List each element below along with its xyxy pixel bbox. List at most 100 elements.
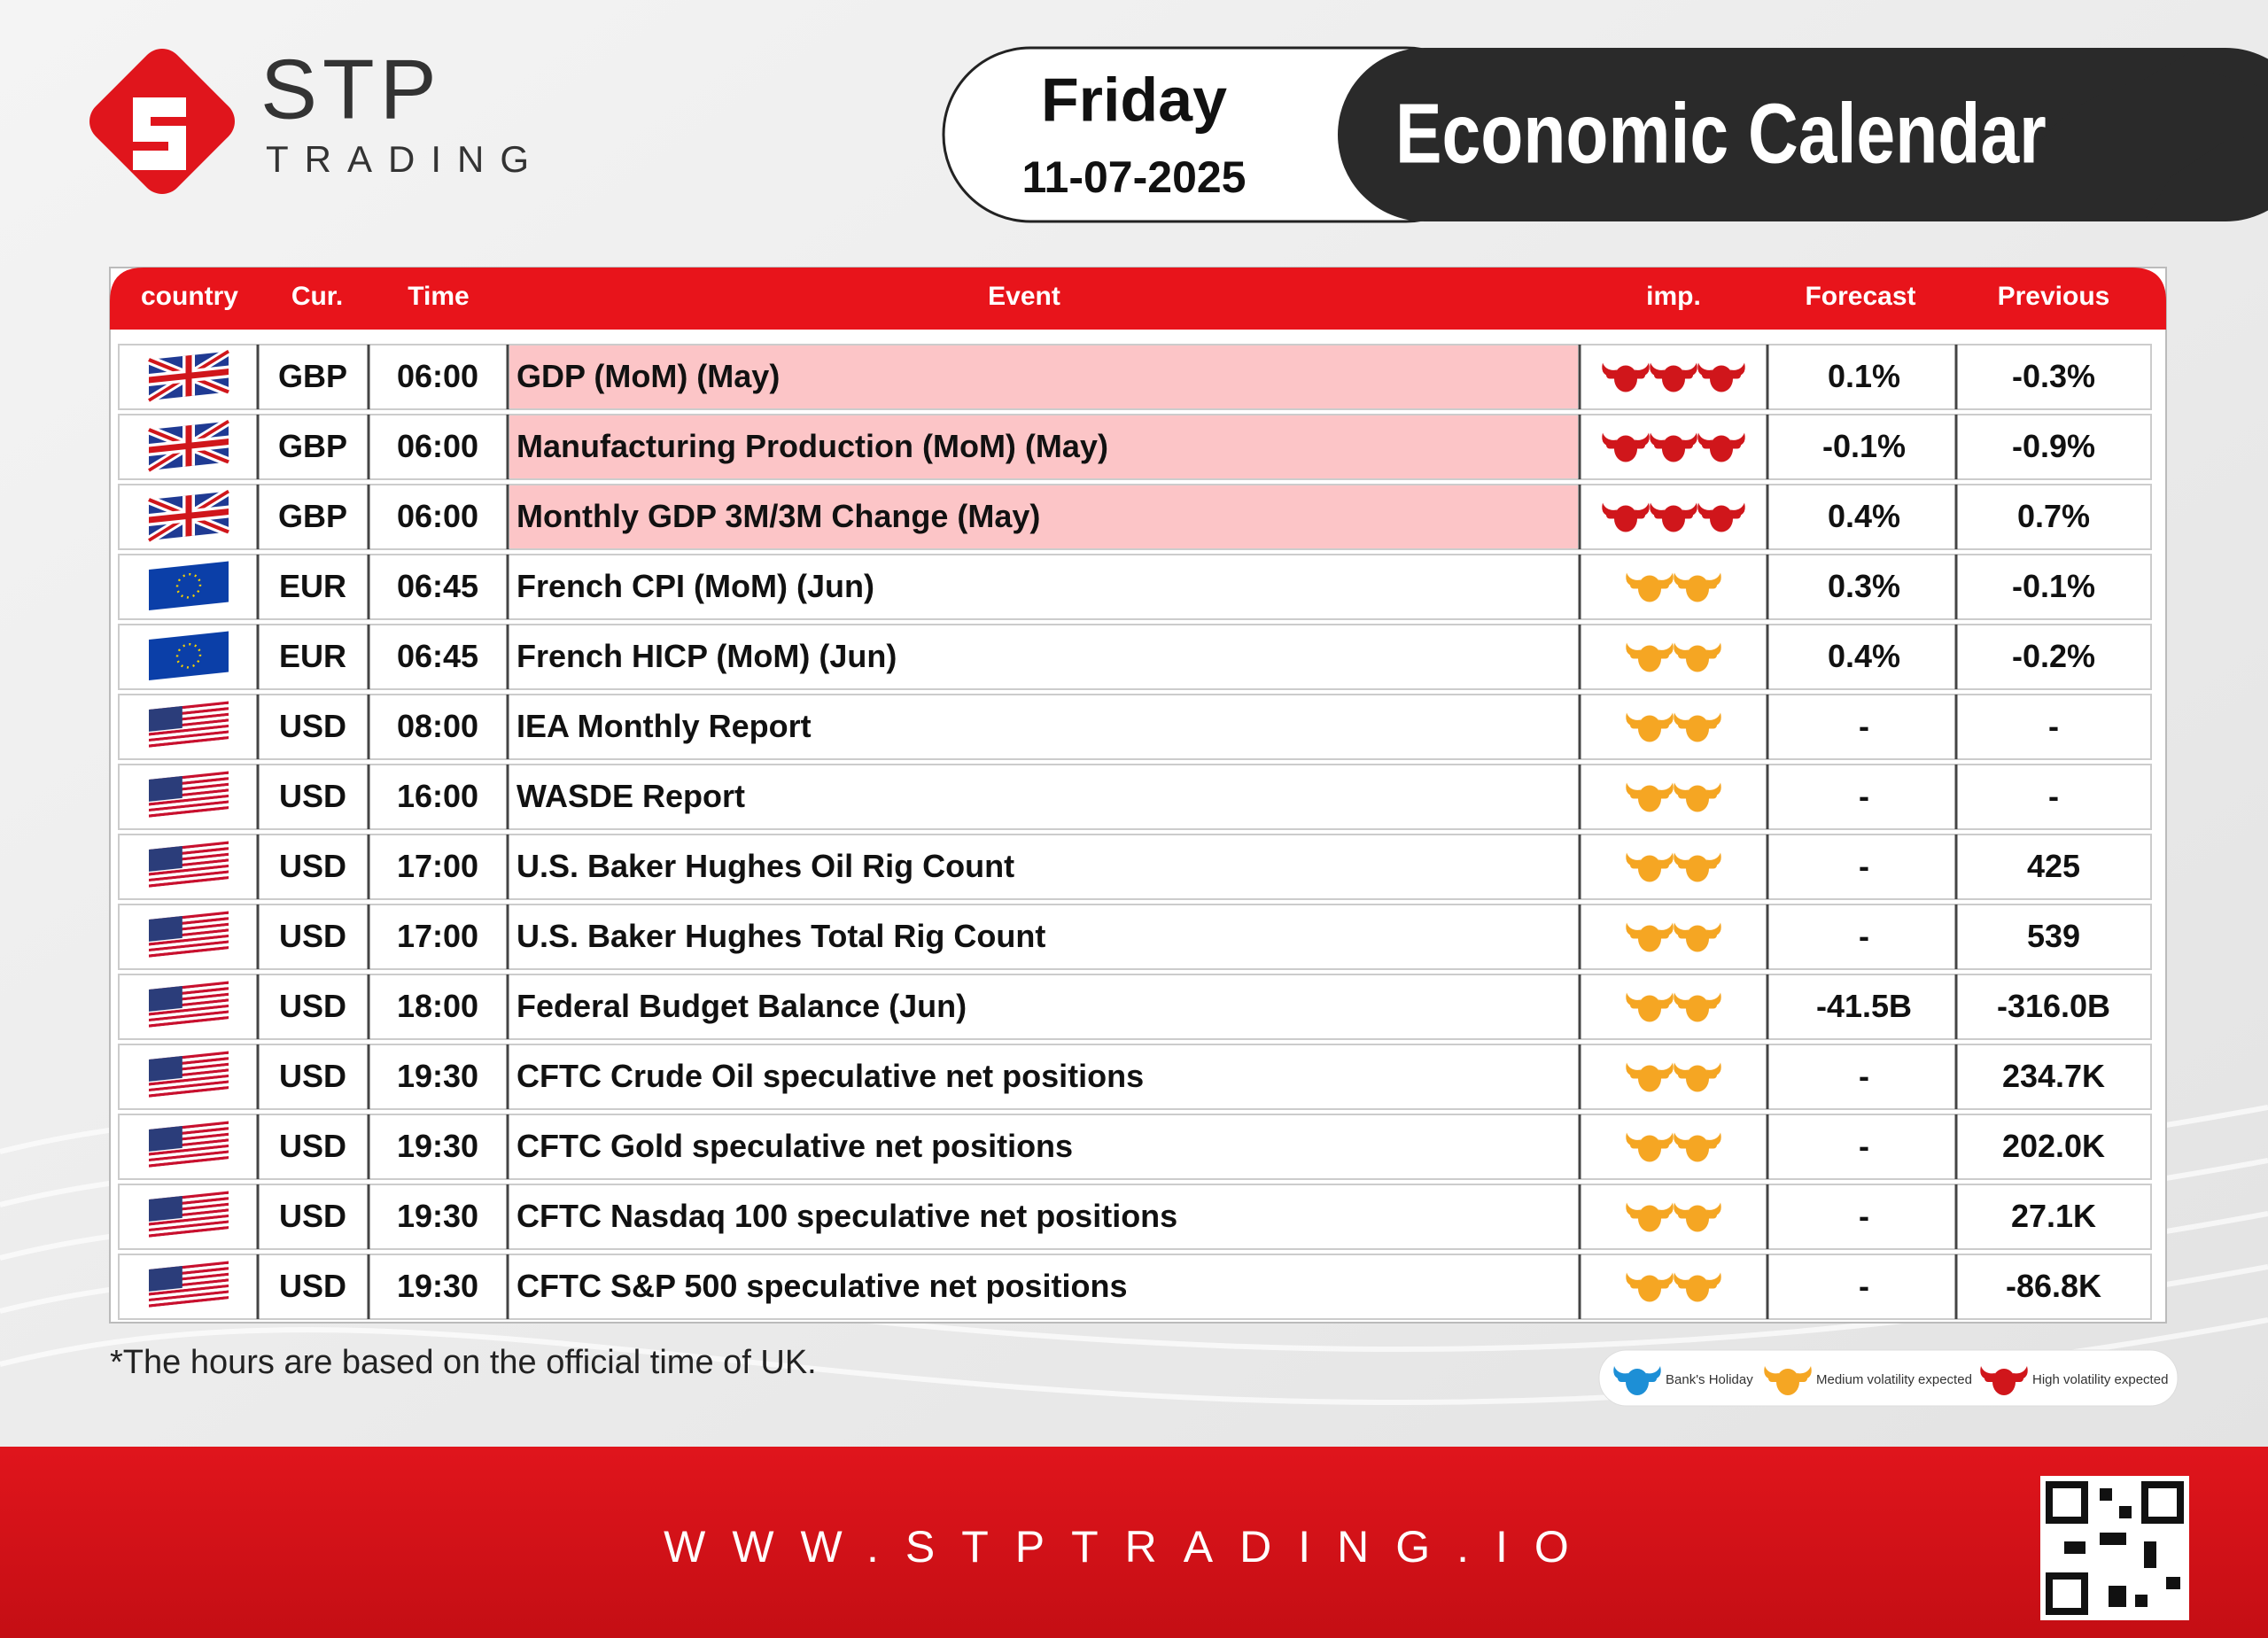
row-box [118, 694, 2152, 760]
previous: 234.7K [2002, 1058, 2105, 1094]
event: CFTC S&P 500 speculative net positions [517, 1268, 1128, 1304]
flag-stripe [149, 934, 229, 946]
forecast: -41.5B [1816, 988, 1912, 1024]
bull-ear [1630, 581, 1669, 589]
forecast: 0.4% [1828, 638, 1900, 674]
flag-canton [149, 776, 183, 802]
flag-stripe [149, 809, 229, 821]
row-box [118, 1044, 2152, 1110]
title: Economic Calendar [1395, 86, 2047, 181]
time: 16:00 [397, 778, 478, 814]
flag-stripe [149, 1211, 229, 1223]
day: Friday [1041, 65, 1227, 134]
row-box [118, 764, 2152, 830]
event: U.S. Baker Hughes Total Rig Count [517, 918, 1045, 954]
forecast: - [1859, 848, 1869, 884]
flag [146, 347, 231, 405]
flag-stripe [149, 730, 229, 742]
currency: USD [279, 778, 346, 814]
flag-stripe [149, 867, 229, 879]
flag [149, 1051, 229, 1101]
flag-canton [149, 1126, 183, 1152]
column-header: Event [988, 282, 1060, 311]
flag-stripe [149, 727, 229, 739]
brand: STP [260, 42, 442, 136]
flag-stripe [149, 1150, 229, 1162]
importance-icon [1650, 362, 1697, 392]
time: 19:30 [397, 1198, 478, 1234]
importance-icon [1602, 362, 1650, 392]
flag-stripe [149, 1010, 229, 1022]
flag-cross-red [149, 354, 229, 397]
flag-stripe [149, 733, 229, 745]
bull-ear [1654, 511, 1693, 519]
currency: USD [279, 848, 346, 884]
table-row: USD 18:00 Federal Budget Balance (Jun) -41.… [118, 974, 2152, 1040]
currency: USD [279, 1198, 346, 1234]
time: 06:45 [397, 568, 478, 604]
flag-stripe [149, 1229, 229, 1241]
event: Manufacturing Production (MoM) (May) [517, 428, 1108, 464]
time: 06:45 [397, 638, 478, 674]
event: CFTC Nasdaq 100 speculative net position… [517, 1198, 1177, 1234]
importance-icon [1697, 432, 1745, 462]
currency: USD [279, 1058, 346, 1094]
time: 06:00 [397, 428, 478, 464]
flag-stripe [149, 861, 229, 873]
flag-stripe [149, 1019, 229, 1031]
flag-stripe [149, 1214, 229, 1226]
row-box [118, 414, 2152, 480]
flag [149, 1121, 229, 1171]
importance-icon [1674, 1202, 1721, 1232]
previous: 27.1K [2011, 1198, 2096, 1234]
previous: - [2048, 778, 2059, 814]
forecast: - [1859, 1128, 1869, 1164]
flag [149, 1261, 229, 1311]
row-box [118, 1254, 2152, 1320]
flag-canton [149, 1196, 183, 1222]
currency: EUR [279, 568, 346, 604]
importance-icon [1697, 362, 1745, 392]
flag-stripe [149, 943, 229, 955]
importance-icon [1613, 1366, 1661, 1395]
bull-ear [1630, 791, 1669, 799]
importance-icon [1626, 642, 1674, 672]
bull-ear [1702, 441, 1741, 449]
column-header: Time [408, 282, 469, 311]
row-box [118, 1184, 2152, 1250]
bull-ear [1702, 511, 1741, 519]
forecast: - [1859, 1198, 1869, 1234]
flag-stripe [149, 1293, 229, 1305]
bull-ear [1630, 1141, 1669, 1149]
importance-icon [1764, 1366, 1812, 1395]
flag-stripe [149, 1220, 229, 1232]
previous: -316.0B [1997, 988, 2110, 1024]
event: CFTC Gold speculative net positions [517, 1128, 1073, 1164]
time: 17:00 [397, 848, 478, 884]
flag-stripe [149, 1074, 229, 1086]
qr-code [2040, 1476, 2189, 1620]
previous: -0.1% [2012, 568, 2095, 604]
flag-stripe [149, 1299, 229, 1311]
currency: USD [279, 988, 346, 1024]
flag-stripe [149, 1141, 229, 1153]
flag-stripe [149, 1217, 229, 1229]
flag-stripe [149, 1159, 229, 1171]
flag-field [149, 561, 229, 610]
flag [146, 487, 231, 545]
row-box [118, 834, 2152, 900]
table-row: GBP 06:00 GDP (MoM) (May) 0.1% -0.3% [118, 344, 2152, 410]
importance-icon [1674, 1132, 1721, 1162]
importance-icon [1674, 642, 1721, 672]
flag [149, 1191, 229, 1241]
row-highlight [509, 415, 1578, 479]
footnote: *The hours are based on the official tim… [110, 1344, 817, 1381]
flag-stripe [149, 1153, 229, 1165]
time: 19:30 [397, 1268, 478, 1304]
forecast: - [1859, 918, 1869, 954]
flag-canton [149, 846, 183, 872]
forecast: - [1859, 1058, 1869, 1094]
importance-icon [1626, 992, 1674, 1022]
currency: GBP [278, 358, 347, 394]
flag-stripe [149, 1083, 229, 1095]
